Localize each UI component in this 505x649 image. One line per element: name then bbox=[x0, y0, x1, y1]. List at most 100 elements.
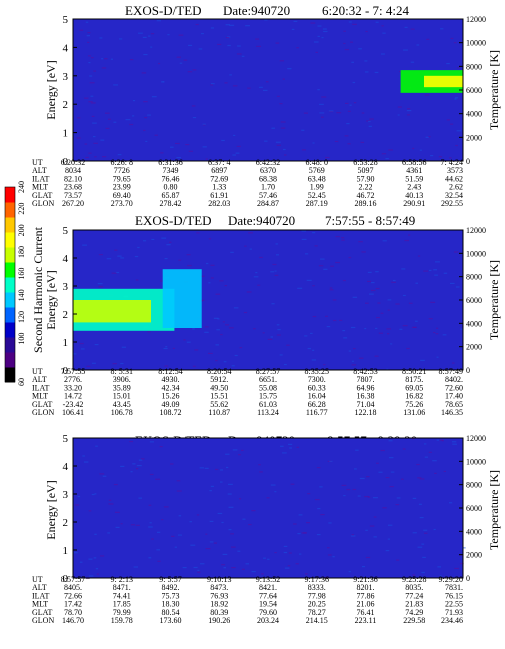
heatmap-cell bbox=[365, 556, 371, 559]
panel-2-orbit-table: UT 7:57:55 8: 5:31 8:12:54 8:20:54 8:27:57 8:3… bbox=[32, 367, 463, 417]
panel-1-ylabel: Energy [eV] bbox=[44, 60, 58, 119]
heatmap-cell bbox=[172, 347, 175, 350]
heatmap-cell bbox=[230, 251, 234, 253]
panel-3-energy-ticks: 0 1 2 3 4 5 bbox=[63, 433, 77, 585]
heatmap-cell bbox=[329, 289, 334, 291]
heatmap-cell bbox=[392, 279, 396, 282]
heatmap-cell bbox=[434, 261, 440, 263]
colorbar-frame bbox=[4, 186, 16, 383]
heatmap-cell bbox=[204, 467, 209, 469]
orbit-cell: 8:35:25 bbox=[305, 367, 329, 376]
orbit-cell: 14.72 bbox=[64, 392, 82, 401]
heatmap-cell bbox=[395, 504, 400, 506]
heatmap-cell bbox=[316, 533, 321, 536]
heatmap-cell bbox=[114, 511, 120, 513]
temperature-tick-label: 8000 bbox=[466, 62, 482, 71]
heatmap-cell bbox=[312, 349, 315, 351]
heatmap-cell bbox=[106, 258, 112, 260]
heatmap-cell bbox=[210, 84, 214, 86]
orbit-cell: 6:48: 0 bbox=[306, 158, 328, 167]
heatmap-cell bbox=[296, 47, 299, 49]
heatmap-cell bbox=[373, 536, 377, 538]
heatmap-cell bbox=[236, 53, 242, 55]
heatmap-cell bbox=[256, 45, 262, 47]
orbit-cell: -23.42 bbox=[63, 400, 84, 409]
orbit-cell: 35.89 bbox=[113, 383, 131, 392]
orbit-cell: 16.38 bbox=[357, 392, 375, 401]
heatmap-cell bbox=[404, 26, 408, 28]
heatmap-cell bbox=[232, 85, 238, 87]
energy-tick-label: 3 bbox=[63, 71, 69, 83]
heatmap-cell bbox=[401, 268, 406, 270]
heatmap-cell bbox=[282, 452, 287, 454]
heatmap-cell bbox=[316, 466, 321, 469]
heatmap-cell bbox=[448, 502, 453, 504]
heatmap-cell bbox=[352, 23, 357, 25]
orbit-cell: 68.38 bbox=[259, 174, 277, 183]
orbit-cell: 8:57:57 bbox=[61, 575, 85, 584]
orbit-row-label: ILAT bbox=[32, 174, 49, 183]
heatmap-cell bbox=[395, 303, 400, 305]
heatmap-cell bbox=[332, 556, 335, 558]
heatmap-cell bbox=[74, 504, 80, 506]
orbit-cell: 57.90 bbox=[357, 174, 375, 183]
heatmap-cell bbox=[388, 440, 393, 442]
heatmap-cell bbox=[230, 533, 234, 535]
heatmap-cell bbox=[324, 576, 329, 578]
heatmap-cell bbox=[301, 238, 307, 241]
heatmap-cell bbox=[222, 321, 225, 323]
colorbar-step bbox=[5, 292, 15, 308]
heatmap-cell bbox=[210, 27, 215, 29]
heatmap-cell bbox=[412, 438, 415, 440]
orbit-row-label: ILAT bbox=[32, 591, 49, 600]
energy-tick-label: 3 bbox=[63, 489, 69, 501]
temperature-tick-label: 6000 bbox=[466, 86, 482, 95]
heatmap-cell bbox=[325, 315, 329, 317]
orbit-cell: 2.43 bbox=[407, 183, 421, 192]
orbit-cell: 8201. bbox=[357, 583, 375, 592]
heatmap-cell bbox=[342, 330, 346, 332]
heatmap-cell bbox=[274, 551, 277, 554]
heatmap-cell bbox=[104, 112, 110, 114]
heatmap-cell bbox=[189, 521, 192, 523]
heatmap-cell bbox=[79, 29, 84, 31]
heatmap-cell bbox=[246, 291, 252, 293]
heatmap-cell bbox=[157, 560, 161, 562]
heatmap-cell bbox=[259, 256, 263, 259]
orbit-cell: 7349 bbox=[163, 166, 179, 175]
heatmap-cell bbox=[205, 158, 208, 160]
heatmap-cell bbox=[378, 332, 384, 334]
orbit-row-label: UT bbox=[32, 158, 43, 167]
heatmap-cell bbox=[385, 550, 390, 552]
colorbar-step bbox=[5, 217, 15, 233]
orbit-cell: 6897 bbox=[211, 166, 227, 175]
orbit-cell: 8421. bbox=[259, 583, 277, 592]
heatmap-cell bbox=[423, 529, 428, 531]
orbit-row-label: ALT bbox=[32, 375, 47, 384]
orbit-cell: 15.75 bbox=[259, 392, 277, 401]
heatmap-cell bbox=[322, 28, 327, 30]
heatmap-cell bbox=[344, 102, 349, 105]
colorbar-tick-label: 160 bbox=[17, 268, 26, 280]
heatmap-cell bbox=[77, 117, 81, 119]
heatmap-cell bbox=[293, 20, 298, 23]
heatmap-cell bbox=[232, 154, 237, 156]
heatmap-cell bbox=[375, 327, 378, 330]
orbit-cell: 79.99 bbox=[113, 608, 131, 617]
heatmap-cell bbox=[306, 522, 310, 524]
heatmap-cell bbox=[374, 355, 379, 357]
orbit-cell: 75.26 bbox=[405, 400, 423, 409]
orbit-cell: 15.26 bbox=[162, 392, 180, 401]
heatmap-cell bbox=[85, 21, 89, 23]
heatmap-cell bbox=[436, 327, 439, 329]
heatmap-cell bbox=[196, 514, 200, 516]
heatmap-cell bbox=[452, 443, 457, 445]
heatmap-cell bbox=[382, 32, 386, 34]
heatmap-cell bbox=[343, 42, 346, 45]
orbit-cell: 4361 bbox=[406, 166, 422, 175]
heatmap-cell bbox=[194, 349, 199, 351]
heatmap-cell bbox=[144, 116, 148, 119]
orbit-cell: 55.08 bbox=[259, 383, 277, 392]
heatmap-cell bbox=[160, 152, 164, 154]
orbit-cell: 78.70 bbox=[64, 608, 82, 617]
